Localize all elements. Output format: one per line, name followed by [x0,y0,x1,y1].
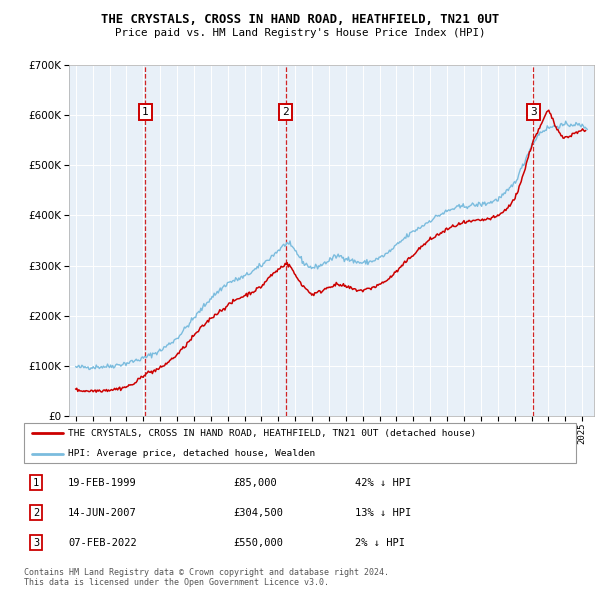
Text: 3: 3 [530,107,536,117]
Text: 07-FEB-2022: 07-FEB-2022 [68,537,137,548]
Text: 2: 2 [33,508,39,517]
Text: 42% ↓ HPI: 42% ↓ HPI [355,478,412,488]
Text: 2: 2 [283,107,289,117]
FancyBboxPatch shape [24,423,576,463]
Text: 2% ↓ HPI: 2% ↓ HPI [355,537,405,548]
Text: THE CRYSTALS, CROSS IN HAND ROAD, HEATHFIELD, TN21 0UT (detached house): THE CRYSTALS, CROSS IN HAND ROAD, HEATHF… [68,429,476,438]
Text: 1: 1 [33,478,39,488]
Text: 3: 3 [33,537,39,548]
Text: £550,000: £550,000 [234,537,284,548]
Text: 14-JUN-2007: 14-JUN-2007 [68,508,137,517]
Text: 1: 1 [142,107,149,117]
Text: £304,500: £304,500 [234,508,284,517]
Text: Contains HM Land Registry data © Crown copyright and database right 2024.: Contains HM Land Registry data © Crown c… [24,568,389,576]
Text: 19-FEB-1999: 19-FEB-1999 [68,478,137,488]
Text: HPI: Average price, detached house, Wealden: HPI: Average price, detached house, Weal… [68,449,316,458]
Text: £85,000: £85,000 [234,478,278,488]
Text: THE CRYSTALS, CROSS IN HAND ROAD, HEATHFIELD, TN21 0UT: THE CRYSTALS, CROSS IN HAND ROAD, HEATHF… [101,13,499,26]
Text: Price paid vs. HM Land Registry's House Price Index (HPI): Price paid vs. HM Land Registry's House … [115,28,485,38]
Text: This data is licensed under the Open Government Licence v3.0.: This data is licensed under the Open Gov… [24,578,329,587]
Text: 13% ↓ HPI: 13% ↓ HPI [355,508,412,517]
